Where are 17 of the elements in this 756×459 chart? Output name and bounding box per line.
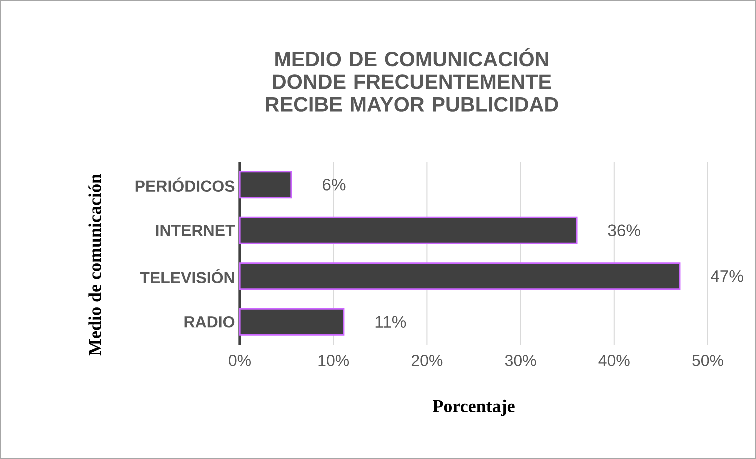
y-tick-label: TELEVISIÓN	[140, 269, 234, 284]
y-tick-label: INTERNET	[156, 225, 236, 236]
x-axis-title: Porcentaje	[433, 400, 515, 416]
x-tick-label: 40%	[598, 355, 630, 366]
x-tick-label: 50%	[692, 355, 724, 366]
data-label: 36%	[608, 224, 640, 237]
data-label: 6%	[323, 178, 346, 191]
data-label: 47%	[711, 270, 744, 282]
y-tick-label: PERIÓDICOS	[136, 178, 235, 192]
x-tick-label: 10%	[318, 355, 350, 366]
x-tick-label: 0%	[229, 355, 251, 366]
y-axis-title: Medio de comunicación	[88, 174, 102, 356]
y-tick-label: RADIO	[184, 316, 235, 328]
x-tick-label: 30%	[505, 355, 536, 366]
chart-title: MEDIO DE COMUNICACIÓN DONDE FRECUENTEMENTE RECIBE MAYOR PUBLICIDAD	[266, 48, 558, 112]
x-tick-label: 20%	[412, 355, 443, 366]
data-label: 11%	[376, 316, 406, 328]
